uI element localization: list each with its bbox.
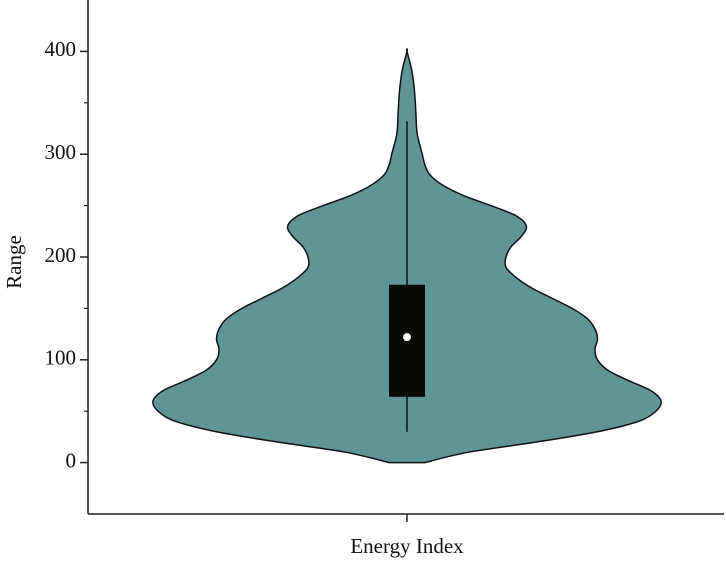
y-tick-label: 100 — [45, 346, 77, 370]
y-axis-label: Range — [2, 235, 26, 289]
median — [403, 333, 411, 342]
y-tick-label: 0 — [66, 448, 77, 472]
y-tick-label: 300 — [45, 140, 77, 164]
y-tick-label: 400 — [45, 37, 77, 61]
x-tick-label: Energy Index — [350, 534, 464, 558]
y-tick-label: 200 — [45, 243, 77, 267]
